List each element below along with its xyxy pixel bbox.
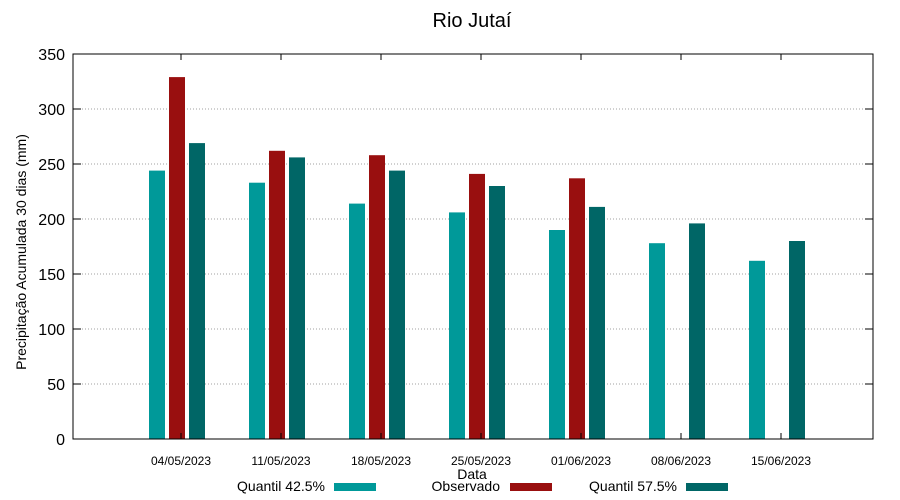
x-tick-label: 15/06/2023 bbox=[751, 454, 811, 468]
bar-quantil-57-5 bbox=[589, 206, 605, 439]
legend-swatch bbox=[510, 483, 552, 491]
x-tick-label: 18/05/2023 bbox=[351, 454, 411, 468]
plot-frame bbox=[72, 53, 874, 440]
y-tick-label: 50 bbox=[47, 377, 65, 394]
x-tick-label: 01/06/2023 bbox=[551, 454, 611, 468]
bar-quantil-57-5 bbox=[789, 241, 805, 439]
bar-quantil-42-5 bbox=[549, 230, 565, 439]
x-tick-label: 08/06/2023 bbox=[651, 454, 711, 468]
x-axis-label: Data bbox=[457, 466, 487, 482]
legend-label: Observado bbox=[432, 478, 501, 494]
bar-observado bbox=[369, 155, 385, 439]
bar-quantil-57-5 bbox=[689, 223, 705, 439]
x-tick-label: 11/05/2023 bbox=[251, 454, 310, 468]
bar-quantil-42-5 bbox=[749, 260, 765, 439]
y-tick-label: 0 bbox=[56, 432, 65, 449]
bar-quantil-42-5 bbox=[249, 182, 265, 439]
y-tick-label: 250 bbox=[38, 157, 65, 174]
bar-observado bbox=[469, 173, 485, 439]
bar-quantil-42-5 bbox=[449, 212, 465, 439]
y-tick-label: 350 bbox=[38, 47, 65, 64]
x-tick-label: 04/05/2023 bbox=[151, 454, 211, 468]
y-axis: 0 50 100 150 200 250 300 350 bbox=[38, 47, 873, 449]
legend-swatch bbox=[334, 483, 376, 491]
x-axis: 04/05/2023 11/05/2023 18/05/2023 25/05/2023… bbox=[151, 54, 811, 468]
bar-observado bbox=[569, 178, 585, 440]
y-tick-label: 150 bbox=[38, 267, 65, 284]
legend: Quantil 42.5% Observado Quantil 57.5% bbox=[237, 478, 728, 494]
bar-quantil-57-5 bbox=[289, 157, 305, 439]
bar-quantil-57-5 bbox=[189, 143, 205, 439]
y-axis-label: Precipitação Acumulada 30 dias (mm) bbox=[13, 134, 29, 370]
bar-quantil-42-5 bbox=[149, 170, 165, 439]
x-tick-label: 25/05/2023 bbox=[451, 454, 511, 468]
y-tick-label: 200 bbox=[38, 212, 65, 229]
bar-quantil-42-5 bbox=[649, 243, 665, 439]
bar-observado bbox=[169, 77, 185, 439]
bar-quantil-57-5 bbox=[389, 170, 405, 439]
bar-quantil-57-5 bbox=[489, 186, 505, 439]
bar-quantil-42-5 bbox=[349, 203, 365, 439]
legend-label: Quantil 42.5% bbox=[237, 478, 325, 494]
legend-label: Quantil 57.5% bbox=[589, 478, 677, 494]
y-tick-label: 300 bbox=[38, 102, 65, 119]
bar-observado bbox=[269, 150, 285, 440]
chart-title: Rio Jutaí bbox=[433, 10, 512, 32]
legend-swatch bbox=[686, 483, 728, 491]
bars bbox=[149, 77, 805, 440]
y-tick-label: 100 bbox=[38, 322, 65, 339]
